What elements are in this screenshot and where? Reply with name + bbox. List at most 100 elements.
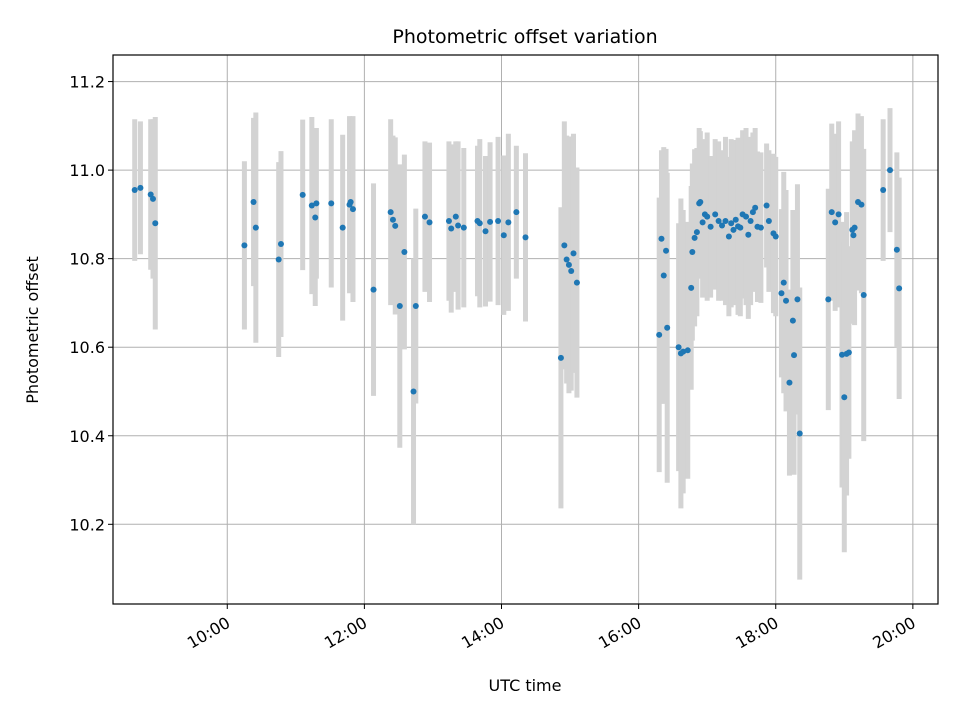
data-point [664,324,671,331]
data-point [277,241,284,248]
data-point [568,268,575,275]
data-point [887,167,894,174]
data-point [730,226,737,233]
data-point [688,284,695,291]
data-point [796,430,803,437]
data-point [410,388,417,395]
data-point [858,201,865,208]
data-point [339,224,346,231]
plot-frame [112,54,939,605]
data-point [860,291,867,298]
data-point [426,219,433,226]
x-axis-ticks: 10:00 12:00 14:00 16:00 18:00 20:00 [184,604,919,653]
data-point [786,379,793,386]
data-point [370,286,377,293]
data-point [728,220,735,227]
data-point [505,219,512,226]
data-point [699,219,706,226]
data-point [445,218,452,225]
data-point [658,235,665,242]
data-point [789,317,796,324]
data-point [680,348,687,355]
data-point [308,202,315,209]
data-point [252,224,259,231]
data-point [349,206,356,213]
data-point [697,198,704,205]
data-point [749,209,756,216]
data-point [828,209,835,216]
x-tick-label: 14:00 [458,613,507,653]
data-point [573,279,580,286]
data-point [832,219,839,226]
data-point [663,247,670,254]
data-point [392,222,399,229]
data-point [412,303,419,310]
data-point [147,191,154,198]
data-point [500,232,507,239]
data-points [131,167,903,437]
data-point [421,213,428,220]
chart-title: Photometric offset variation [392,26,657,48]
x-tick-label: 12:00 [321,613,370,653]
y-tick-label: 10.2 [69,515,105,534]
data-point [396,303,403,310]
data-point [675,344,682,351]
data-point [275,256,282,263]
data-point [299,191,306,198]
data-point [660,272,667,279]
data-point [691,234,698,241]
data-point [347,198,354,205]
data-point [851,224,858,231]
y-tick-label: 11.2 [69,73,105,92]
data-point [783,297,790,304]
data-point [656,331,663,338]
y-tick-label: 10.8 [69,250,105,269]
data-point [561,242,568,249]
data-point [893,246,900,253]
data-point [448,225,455,232]
data-point [752,204,759,211]
y-axis-label: Photometric offset [23,256,42,404]
data-point [565,261,572,268]
data-point [763,202,770,209]
data-point [880,187,887,194]
data-point [704,213,711,220]
data-point [557,354,564,361]
data-point [707,223,714,230]
data-point [250,198,257,205]
data-point [841,394,848,401]
data-point [460,224,467,231]
data-point [455,222,462,229]
x-tick-label: 16:00 [595,613,644,653]
data-point [732,216,739,223]
data-point [689,249,696,256]
data-point [684,347,691,354]
x-tick-label: 20:00 [869,613,918,653]
data-point [137,184,144,191]
data-point [495,218,502,225]
x-tick-label: 10:00 [184,613,233,653]
data-point [476,220,483,227]
data-point [850,232,857,239]
data-point [780,279,787,286]
data-point [765,218,772,225]
x-tick-label: 18:00 [732,613,781,653]
data-point [743,213,750,220]
data-point [522,234,529,241]
y-tick-label: 11.0 [69,161,105,180]
data-point [149,195,156,202]
data-point [312,214,319,221]
data-point [794,296,801,303]
data-point [725,233,732,240]
data-point [825,296,832,303]
grid [113,55,938,604]
data-point [747,218,754,225]
data-point [719,222,726,229]
data-point [896,285,903,292]
data-point [487,218,494,225]
y-tick-label: 10.6 [69,338,105,357]
data-point [152,220,159,227]
data-point [131,187,138,194]
data-point [563,256,570,263]
data-point [452,213,459,220]
